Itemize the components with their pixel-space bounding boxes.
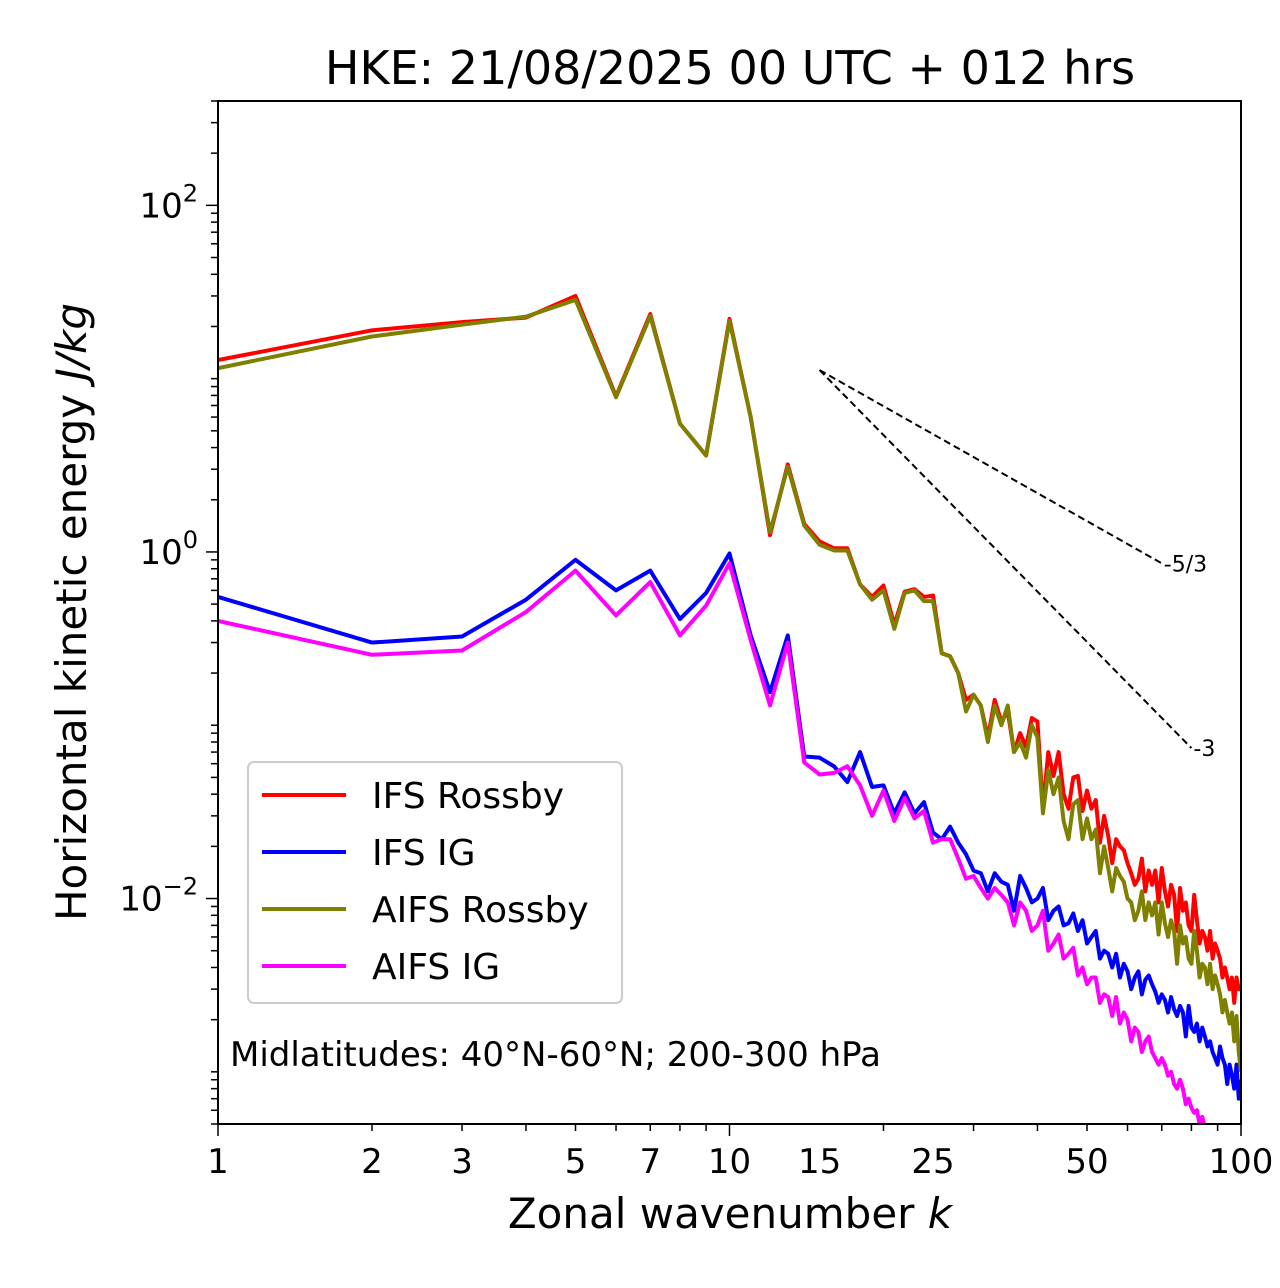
y-tick-label: 10−2 (119, 873, 198, 920)
y-tick-label: 102 (139, 179, 198, 226)
legend-label-aifs-rossby: AIFS Rossby (372, 890, 589, 931)
legend-box (247, 761, 623, 1004)
series-line-ifs-ig (218, 551, 1241, 1101)
x-tick-label: 1 (207, 1142, 229, 1182)
legend: IFS Rossby IFS IG AIFS Rossby AIFS IG (247, 761, 623, 1004)
x-tick-label: 50 (1065, 1142, 1108, 1182)
legend-label-ifs-ig: IFS IG (372, 833, 476, 874)
x-tick-label: 3 (451, 1142, 473, 1182)
series-layer (218, 293, 1241, 1124)
series-line-aifs-rossby (218, 297, 1241, 1073)
x-tick-label: 7 (639, 1142, 661, 1182)
slope-line-minus-3 (818, 369, 1193, 749)
region-annotation: Midlatitudes: 40°N-60°N; 200-300 hPa (230, 1035, 881, 1075)
slope-label-minus-5-3: -5/3 (1164, 552, 1207, 577)
x-tick-label: 100 (1209, 1142, 1274, 1182)
reference-slope-lines: -5/3 -3 (818, 369, 1215, 762)
slope-label-minus-3: -3 (1193, 737, 1215, 762)
slope-line-minus-5-3 (819, 369, 1163, 565)
axis-tick-labels: 1 2 3 5 7 10 15 25 50 100 102 100 10−2 (119, 179, 1273, 1182)
axis-ticks (206, 100, 1242, 1136)
legend-label-ifs-rossby: IFS Rossby (372, 776, 564, 817)
series-line-aifs-ig (218, 561, 1207, 1124)
x-tick-label: 25 (911, 1142, 954, 1182)
x-tick-label: 5 (565, 1142, 587, 1182)
x-tick-label: 15 (798, 1142, 841, 1182)
y-tick-label: 100 (139, 526, 198, 573)
legend-label-aifs-ig: AIFS IG (372, 947, 500, 988)
chart-title: HKE: 21/08/2025 00 UTC + 012 hrs (325, 41, 1135, 95)
y-axis-label: Horizontal kinetic energy J/kg (47, 303, 96, 921)
legend-entries: IFS Rossby IFS IG AIFS Rossby AIFS IG (262, 776, 589, 988)
x-tick-label: 10 (708, 1142, 751, 1182)
x-tick-label: 2 (361, 1142, 383, 1182)
x-axis-label: Zonal wavenumber k (508, 1189, 954, 1238)
